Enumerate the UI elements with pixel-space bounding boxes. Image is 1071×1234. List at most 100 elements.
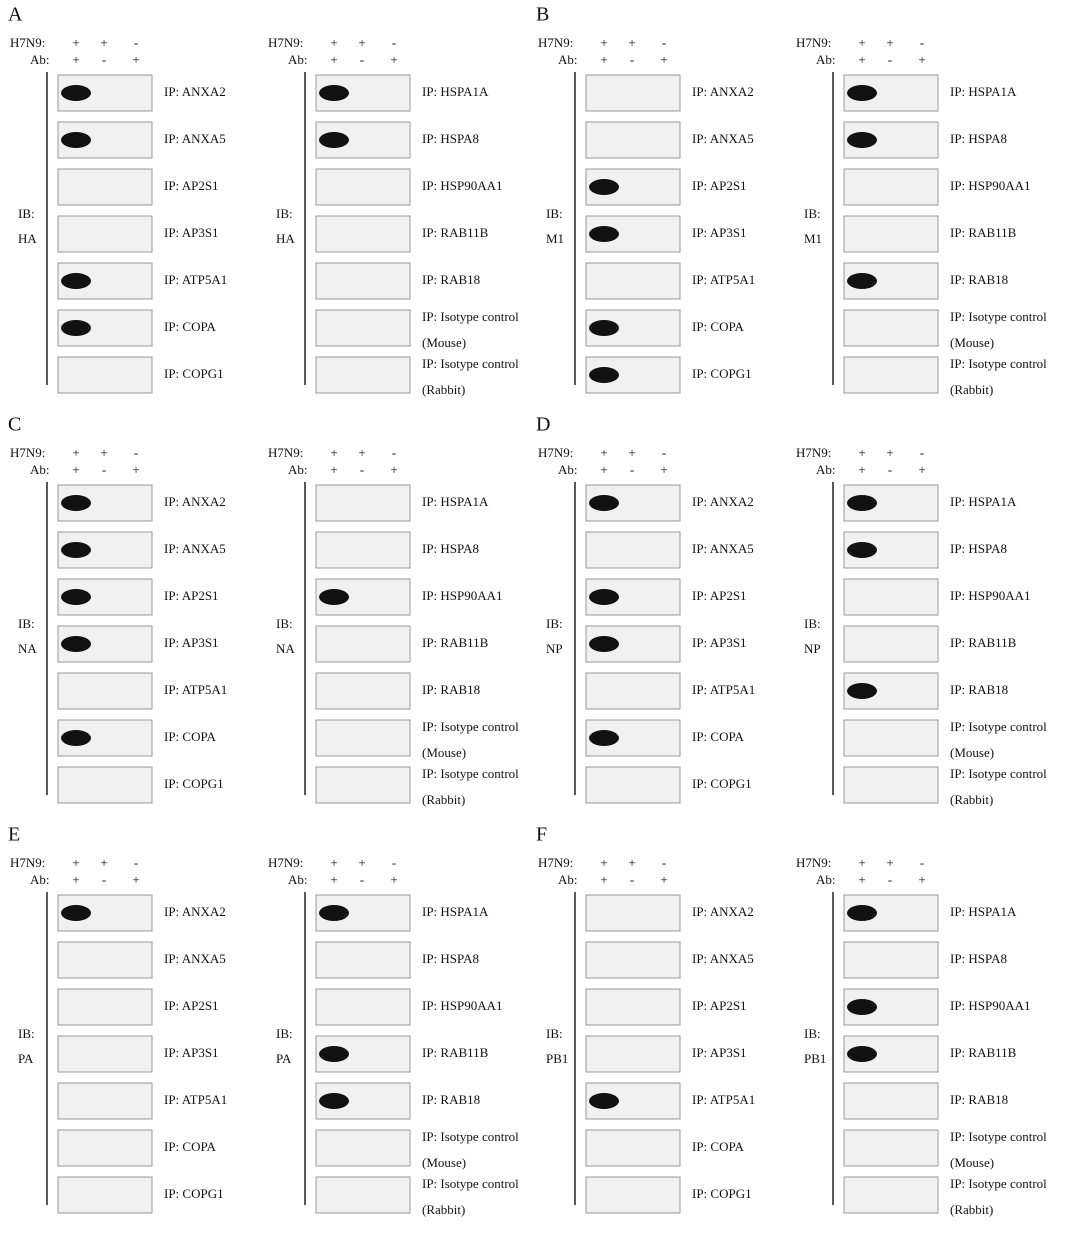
blot-strip	[844, 720, 938, 756]
h7n9-label: H7N9:	[268, 445, 303, 460]
ab-label: Ab:	[816, 872, 836, 887]
ip-label: IP: COPA	[692, 729, 745, 744]
band	[61, 542, 91, 558]
ip-label: (Rabbit)	[950, 382, 993, 397]
ib-antibody: PB1	[546, 1051, 568, 1066]
ab-label: Ab:	[288, 52, 308, 67]
ip-label: IP: COPG1	[164, 776, 224, 791]
ib-label: IB:	[18, 1026, 35, 1041]
ib-antibody: M1	[804, 231, 822, 246]
ip-label: (Rabbit)	[422, 1202, 465, 1217]
blot-strip	[586, 942, 680, 978]
ab-sign: +	[660, 52, 667, 67]
ab-sign: -	[360, 872, 364, 887]
ib-antibody: PA	[276, 1051, 292, 1066]
h7n9-sign: -	[392, 855, 396, 870]
ib-antibody: NP	[546, 641, 563, 656]
ab-label: Ab:	[30, 52, 50, 67]
blot-strip	[316, 1177, 410, 1213]
ip-label: IP: HSPA1A	[422, 84, 489, 99]
ab-label: Ab:	[30, 872, 50, 887]
ip-label: (Mouse)	[422, 1155, 466, 1170]
blot-strip	[586, 673, 680, 709]
ab-label: Ab:	[288, 872, 308, 887]
ip-label: IP: Isotype control	[950, 1129, 1047, 1144]
ab-label: Ab:	[30, 462, 50, 477]
blot-strip	[58, 989, 152, 1025]
ab-sign: -	[630, 52, 634, 67]
h7n9-sign: +	[100, 35, 107, 50]
ab-label: Ab:	[558, 462, 578, 477]
ab-sign: +	[390, 872, 397, 887]
band	[61, 589, 91, 605]
ab-sign: +	[858, 872, 865, 887]
h7n9-sign: -	[662, 445, 666, 460]
ib-label: IB:	[804, 206, 821, 221]
h7n9-sign: -	[392, 35, 396, 50]
ip-label: IP: HSP90AA1	[950, 588, 1031, 603]
ip-label: IP: HSPA8	[950, 131, 1007, 146]
ib-label: IB:	[546, 616, 563, 631]
h7n9-label: H7N9:	[538, 445, 573, 460]
ip-label: IP: COPG1	[164, 1186, 224, 1201]
h7n9-sign: -	[392, 445, 396, 460]
blot-strip	[316, 626, 410, 662]
ip-label: IP: ANXA5	[164, 541, 226, 556]
ip-label: IP: Isotype control	[950, 719, 1047, 734]
h7n9-sign: +	[358, 35, 365, 50]
ib-antibody: NP	[804, 641, 821, 656]
ab-label: Ab:	[288, 462, 308, 477]
h7n9-label: H7N9:	[796, 855, 831, 870]
ab-sign: +	[660, 462, 667, 477]
band	[847, 273, 877, 289]
h7n9-sign: -	[662, 35, 666, 50]
ip-label: IP: HSPA8	[422, 951, 479, 966]
blot-strip	[316, 532, 410, 568]
band	[589, 367, 619, 383]
blot-strip	[844, 1083, 938, 1119]
ip-label: IP: ANXA2	[692, 494, 754, 509]
ip-label: IP: HSPA8	[422, 541, 479, 556]
h7n9-sign: +	[72, 35, 79, 50]
h7n9-sign: +	[886, 855, 893, 870]
blot-strip	[58, 357, 152, 393]
blot-strip	[316, 216, 410, 252]
ab-sign: +	[600, 52, 607, 67]
h7n9-sign: +	[628, 35, 635, 50]
band	[319, 85, 349, 101]
h7n9-sign: -	[920, 445, 924, 460]
blot-strip	[316, 263, 410, 299]
ip-label: IP: AP3S1	[692, 635, 747, 650]
ib-antibody: PB1	[804, 1051, 826, 1066]
ip-label: IP: ATP5A1	[692, 682, 755, 697]
ip-label: IP: ANXA5	[692, 131, 754, 146]
ip-label: IP: COPA	[164, 729, 217, 744]
ib-label: IB:	[276, 616, 293, 631]
ip-label: IP: AP3S1	[692, 1045, 747, 1060]
blot-strip	[586, 989, 680, 1025]
ab-sign: +	[918, 872, 925, 887]
ab-label: Ab:	[558, 872, 578, 887]
blot-strip	[844, 169, 938, 205]
ip-label: (Mouse)	[422, 335, 466, 350]
blot-strip	[844, 942, 938, 978]
ip-label: IP: AP3S1	[692, 225, 747, 240]
band	[589, 495, 619, 511]
ip-label: IP: RAB11B	[422, 225, 489, 240]
ab-sign: -	[360, 52, 364, 67]
h7n9-sign: +	[628, 855, 635, 870]
ib-label: IB:	[276, 1026, 293, 1041]
ip-label: (Rabbit)	[422, 382, 465, 397]
h7n9-sign: +	[330, 35, 337, 50]
ip-label: IP: HSPA8	[950, 951, 1007, 966]
h7n9-sign: +	[600, 445, 607, 460]
h7n9-label: H7N9:	[10, 445, 45, 460]
ab-sign: +	[132, 52, 139, 67]
ip-label: IP: Isotype control	[950, 766, 1047, 781]
h7n9-sign: -	[134, 35, 138, 50]
ip-label: IP: ATP5A1	[692, 272, 755, 287]
ip-label: IP: HSP90AA1	[950, 178, 1031, 193]
ip-label: IP: RAB18	[422, 272, 480, 287]
blot-strip	[586, 122, 680, 158]
band	[847, 999, 877, 1015]
